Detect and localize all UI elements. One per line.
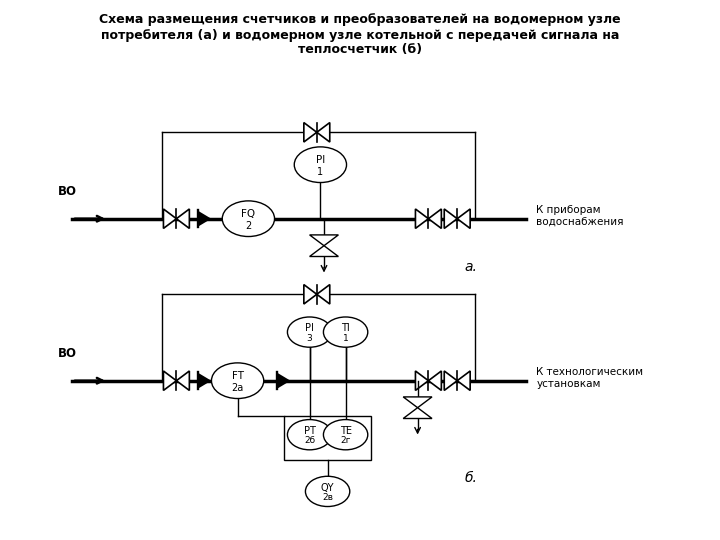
- Text: ВО: ВО: [58, 347, 76, 360]
- Text: FQ: FQ: [241, 209, 256, 219]
- Text: б.: б.: [464, 471, 477, 485]
- Text: РТ: РТ: [304, 426, 315, 436]
- Polygon shape: [198, 212, 210, 226]
- Polygon shape: [163, 371, 176, 390]
- Polygon shape: [403, 408, 432, 418]
- Polygon shape: [163, 209, 176, 228]
- Text: К технологическим
установкам: К технологическим установкам: [536, 367, 644, 389]
- Text: 1: 1: [343, 334, 348, 343]
- Polygon shape: [310, 246, 338, 256]
- Text: QY: QY: [321, 483, 334, 492]
- Polygon shape: [277, 374, 289, 388]
- Text: 2: 2: [246, 221, 251, 231]
- Ellipse shape: [222, 201, 274, 237]
- Ellipse shape: [287, 317, 332, 347]
- Polygon shape: [428, 209, 441, 228]
- Polygon shape: [457, 209, 470, 228]
- Polygon shape: [317, 285, 330, 304]
- Polygon shape: [415, 209, 428, 228]
- Text: 2б: 2б: [304, 436, 315, 446]
- Text: а.: а.: [464, 260, 477, 274]
- Ellipse shape: [294, 147, 346, 183]
- Polygon shape: [428, 371, 441, 390]
- Polygon shape: [415, 371, 428, 390]
- Polygon shape: [444, 371, 457, 390]
- Polygon shape: [304, 123, 317, 142]
- Polygon shape: [304, 285, 317, 304]
- Text: FT: FT: [232, 371, 243, 381]
- Text: PI: PI: [316, 155, 325, 165]
- Ellipse shape: [305, 476, 350, 507]
- Polygon shape: [403, 397, 432, 408]
- Ellipse shape: [323, 420, 368, 450]
- Text: 2г: 2г: [341, 436, 351, 446]
- Ellipse shape: [323, 317, 368, 347]
- Text: ТЕ: ТЕ: [340, 426, 351, 436]
- Text: 2в: 2в: [322, 493, 333, 502]
- Polygon shape: [317, 123, 330, 142]
- Polygon shape: [310, 235, 338, 246]
- Polygon shape: [444, 209, 457, 228]
- Ellipse shape: [212, 363, 264, 399]
- Ellipse shape: [287, 420, 332, 450]
- Text: 1: 1: [318, 167, 323, 177]
- Text: 2а: 2а: [231, 383, 244, 393]
- Text: ВО: ВО: [58, 185, 76, 198]
- Text: К приборам
водоснабжения: К приборам водоснабжения: [536, 205, 624, 227]
- Text: Схема размещения счетчиков и преобразователей на водомерном узле
потребителя (а): Схема размещения счетчиков и преобразова…: [99, 14, 621, 57]
- Text: TI: TI: [341, 323, 350, 333]
- Polygon shape: [176, 371, 189, 390]
- Text: PI: PI: [305, 323, 314, 333]
- Polygon shape: [457, 371, 470, 390]
- Text: 3: 3: [307, 334, 312, 343]
- Polygon shape: [198, 374, 210, 388]
- Polygon shape: [176, 209, 189, 228]
